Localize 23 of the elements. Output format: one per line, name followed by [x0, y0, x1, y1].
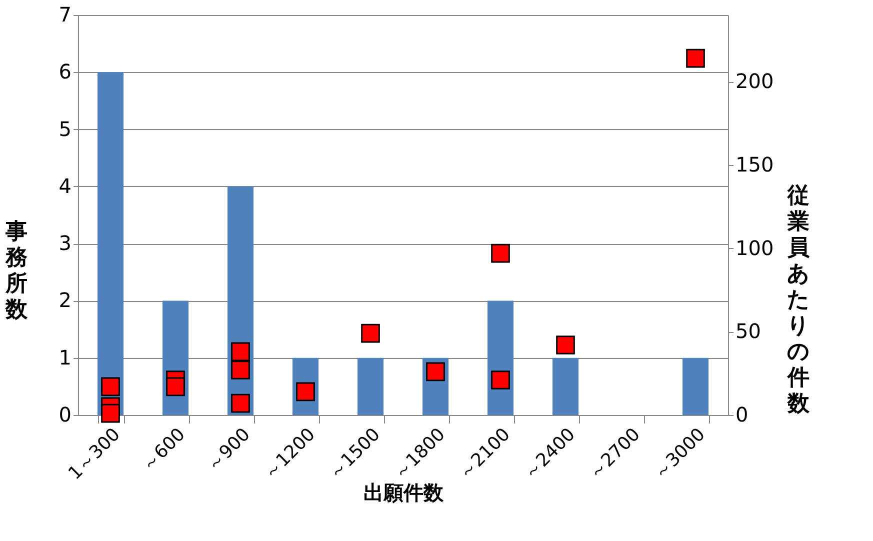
y2-tick-label: 0 [736, 402, 748, 426]
y-tick-label: 2 [58, 288, 72, 312]
x-tick-label: ～600 [138, 424, 190, 476]
y-axis-title: 事務所数 [4, 220, 28, 322]
y2-tick-label: 150 [736, 152, 774, 176]
y-tick-label: 7 [58, 2, 72, 26]
y2-tick-label: 50 [736, 319, 761, 344]
y-tick-label: 1 [58, 345, 72, 370]
y-tick-label: 4 [58, 174, 72, 198]
y2-tick-label: 200 [736, 69, 774, 94]
y-tick-label: 6 [58, 60, 72, 84]
text: 従業員あたりの件数 [787, 184, 810, 416]
bar [552, 358, 578, 415]
bar [358, 358, 384, 415]
x-tick-label: ～900 [202, 424, 254, 476]
x-axis-title: 出願件数 [364, 480, 444, 504]
x-tick-label: 1～300 [64, 424, 124, 484]
y-tick-label: 3 [58, 231, 72, 256]
y2-tick-label: 100 [736, 236, 774, 260]
y-tick-label: 5 [58, 116, 72, 141]
bar [98, 72, 124, 415]
bar [682, 358, 708, 415]
y-tick-label: 0 [58, 402, 72, 426]
